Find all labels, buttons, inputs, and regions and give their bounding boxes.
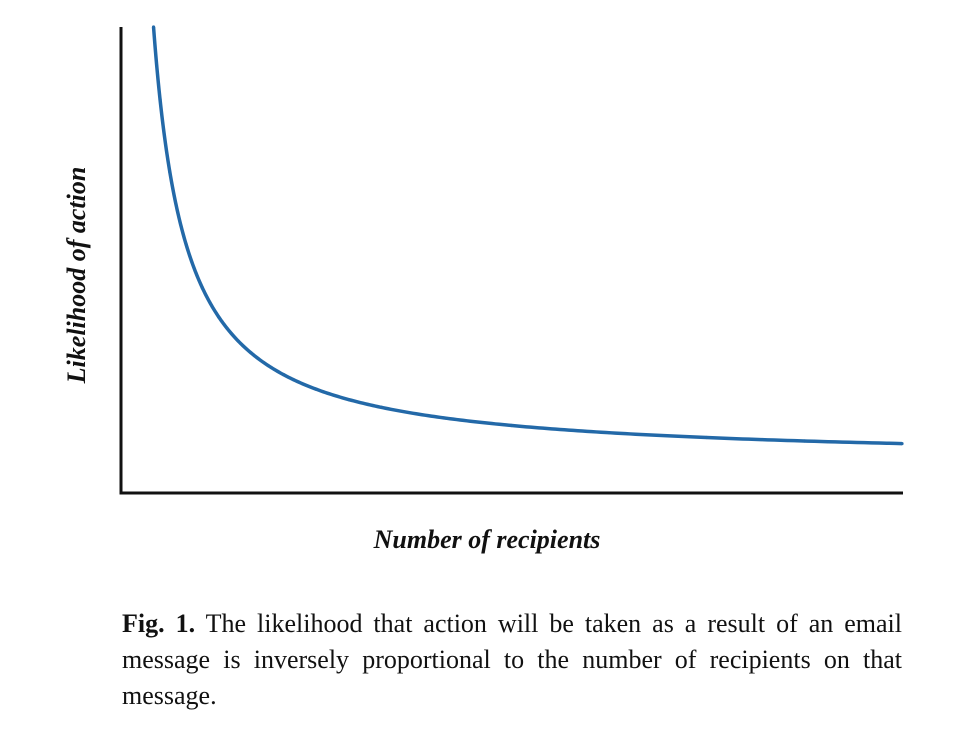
figure-caption: Fig. 1. The likelihood that action will …: [122, 606, 902, 714]
y-axis-title: Likelihood of action: [62, 167, 91, 385]
curve-point-12: [509, 423, 514, 428]
x-axis-title: Number of recipients: [373, 525, 601, 554]
figure-label: Fig. 1.: [122, 609, 196, 638]
curve-point-3: [184, 242, 188, 246]
curve-point-13: [607, 431, 611, 435]
curve-point-6: [249, 351, 253, 355]
curve-point-5: [217, 315, 221, 319]
curve-point-14: [705, 435, 709, 440]
caption-text: The likelihood that action will be taken…: [122, 609, 902, 710]
curve-point-0: [151, 25, 156, 29]
curve-point-4: [200, 286, 204, 290]
curve-points: [151, 25, 904, 446]
curve-point-10: [379, 405, 383, 409]
curve-point-1: [158, 97, 162, 102]
curve-point-15: [802, 439, 806, 443]
curve-point-16: [900, 442, 904, 446]
curve-point-9: [347, 398, 351, 402]
curve-point-7: [282, 373, 286, 377]
curve-point-8: [314, 387, 318, 391]
curve-point-11: [444, 416, 449, 420]
inverse-curve-series: [151, 26, 903, 446]
curve-point-2: [168, 170, 172, 174]
